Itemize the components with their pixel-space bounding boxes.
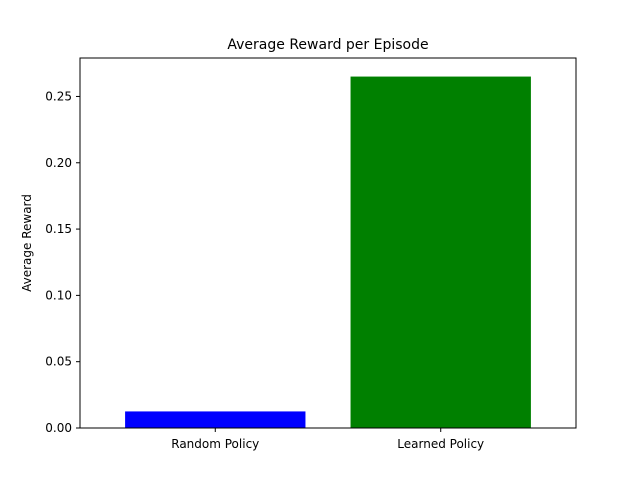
x-tick-label: Random Policy [171, 437, 259, 451]
x-axis-ticks: Random Policy Learned Policy [171, 428, 484, 451]
y-tick-label: 0.05 [45, 355, 72, 369]
y-axis-label: Average Reward [20, 194, 34, 292]
y-tick-label: 0.15 [45, 222, 72, 236]
bar-random-policy [125, 411, 306, 428]
bar-learned-policy [350, 76, 531, 428]
y-tick-label: 0.25 [45, 89, 72, 103]
x-tick-label: Learned Policy [397, 437, 484, 451]
y-tick-label: 0.10 [45, 288, 72, 302]
bars-group [125, 76, 531, 428]
y-tick-label: 0.20 [45, 156, 72, 170]
y-tick-label: 0.00 [45, 421, 72, 435]
chart-title: Average Reward per Episode [227, 37, 428, 53]
y-axis-ticks: 0.00 0.05 0.10 0.15 0.20 0.25 [45, 89, 80, 435]
plot-frame [79, 57, 577, 429]
